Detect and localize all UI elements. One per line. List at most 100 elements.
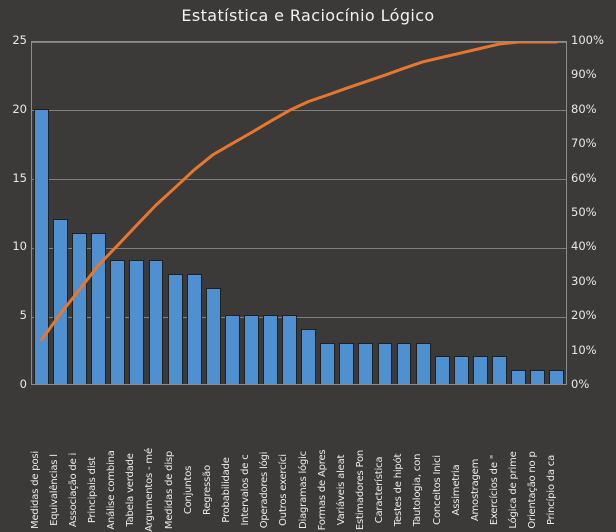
bar-slot	[166, 42, 185, 384]
category-label-slot: Medidas de posi	[30, 387, 50, 529]
category-label-slot: Intervalos de c	[240, 387, 261, 526]
category-label-slot: Tabela verdade	[125, 387, 146, 526]
gridline	[32, 316, 566, 318]
category-label-slot: Operadores lógi	[259, 387, 280, 529]
bar[interactable]	[549, 370, 565, 384]
bar-slot	[70, 42, 89, 384]
category-label: Princípio da ca	[546, 454, 558, 526]
bar-slot	[394, 42, 413, 384]
y2-axis-tick-label: 10%	[571, 342, 597, 357]
bar[interactable]	[186, 273, 202, 384]
bar-slot	[471, 42, 490, 384]
y2-axis-tick-label: 100%	[571, 33, 604, 47]
bar[interactable]	[339, 342, 355, 384]
gridline	[32, 247, 566, 249]
category-label: Conceitos Inici	[431, 455, 443, 525]
category-label-slot: Característica	[374, 387, 395, 524]
category-label: Lógica de prime	[508, 451, 520, 529]
chart-title: Estatística e Raciocínio Lógico	[181, 6, 435, 25]
y2-axis-tick-label: 80%	[571, 101, 597, 116]
category-label-slot: Medidas de disp	[164, 387, 184, 529]
bar-slot	[185, 42, 204, 384]
category-label-slot: Assimetria	[451, 387, 471, 516]
category-label-slot: Associação de i	[68, 387, 88, 527]
category-label: Orientação no p	[527, 451, 539, 529]
bar[interactable]	[110, 260, 126, 384]
y-axis-tick-label: 15	[12, 170, 27, 185]
bar-slot	[127, 42, 146, 384]
category-label: Regressão	[201, 465, 213, 515]
bar-slot	[51, 42, 70, 384]
category-label: Assimetria	[450, 464, 462, 516]
bar[interactable]	[530, 370, 545, 384]
bar[interactable]	[434, 356, 450, 384]
category-label: Equivalências l	[48, 454, 60, 526]
bar[interactable]	[320, 342, 336, 384]
y-axis-tick-label: 25	[12, 33, 27, 47]
category-label: Característica	[374, 456, 386, 524]
pareto-chart: Estatística e Raciocínio Lógico 0 5 10 15 20…	[12, 6, 616, 532]
y-axis-tick-label: 10	[12, 239, 27, 254]
category-label: Principais dist	[86, 456, 98, 524]
category-label-slot: Variáveis aleat	[336, 387, 356, 526]
bar-slot	[223, 42, 242, 384]
bar[interactable]	[453, 356, 469, 384]
bar[interactable]	[358, 342, 374, 384]
bar[interactable]	[224, 315, 240, 384]
category-label-slot: Orientação no p	[527, 387, 548, 528]
category-label: Testes de hipót	[393, 453, 405, 527]
category-label-slot: Equivalências l	[49, 387, 69, 526]
bar[interactable]	[263, 315, 278, 384]
bar[interactable]	[491, 356, 507, 384]
bar-slot	[204, 42, 223, 384]
category-label: Exercícios de "	[488, 454, 500, 526]
bar[interactable]	[396, 342, 412, 384]
bar[interactable]	[205, 287, 221, 384]
bar[interactable]	[34, 108, 49, 384]
category-axis: Medidas de posi Equivalências l Associação…	[30, 387, 567, 532]
plot-area	[31, 41, 567, 385]
bar[interactable]	[415, 342, 431, 384]
y2-axis-tick-label: 30%	[571, 273, 597, 288]
category-label-slot: Regressão	[202, 387, 222, 515]
bar-slot	[528, 42, 547, 384]
bar[interactable]	[511, 370, 526, 384]
category-label: Medidas de posi	[29, 451, 41, 529]
bar[interactable]	[72, 232, 88, 384]
bar[interactable]	[282, 315, 297, 384]
category-label: Argumentos - mé	[144, 448, 156, 532]
category-label-slot: Exercícios de "	[489, 387, 509, 525]
category-label-slot: Princípio da ca	[546, 387, 567, 525]
y2-axis-tick-label: 90%	[571, 67, 597, 82]
bar[interactable]	[243, 315, 259, 384]
category-label: Análise combina	[106, 450, 118, 530]
bar-slot	[261, 42, 280, 384]
bar-slot	[547, 42, 566, 384]
y2-axis-tick-label: 60%	[571, 170, 597, 185]
bar-slot	[146, 42, 165, 384]
bar-slot	[509, 42, 528, 384]
secondary-y-axis: 0% 10% 20% 30% 40% 50% 60% 70% 80% 90% 100%	[571, 33, 616, 391]
category-label-slot: Principais dist	[87, 387, 107, 523]
category-label-slot: Probabilidade	[221, 387, 241, 522]
category-label-slot: Conceitos Inici	[432, 387, 452, 525]
bar-slot	[356, 42, 375, 384]
bar[interactable]	[53, 218, 69, 384]
bar[interactable]	[301, 328, 317, 384]
cumulative-percent-line	[42, 42, 557, 340]
category-label-slot: Outros exercíci	[278, 387, 299, 526]
category-label: Formas de Apres	[316, 449, 328, 531]
category-label-slot: Formas de Apres	[317, 387, 337, 531]
category-label-slot: Diagramas lógic	[298, 387, 318, 529]
bar[interactable]	[472, 356, 488, 384]
y-axis-tick-label: 0	[19, 377, 27, 391]
bar[interactable]	[129, 260, 145, 384]
bar[interactable]	[148, 260, 164, 384]
y2-axis-tick-label: 50%	[571, 205, 597, 219]
bar-slot	[414, 42, 433, 384]
bar-slot	[108, 42, 127, 384]
bar[interactable]	[377, 342, 393, 384]
category-label: Operadores lógi	[259, 451, 271, 529]
bar[interactable]	[167, 273, 183, 384]
y2-axis-tick-label: 70%	[571, 136, 597, 151]
